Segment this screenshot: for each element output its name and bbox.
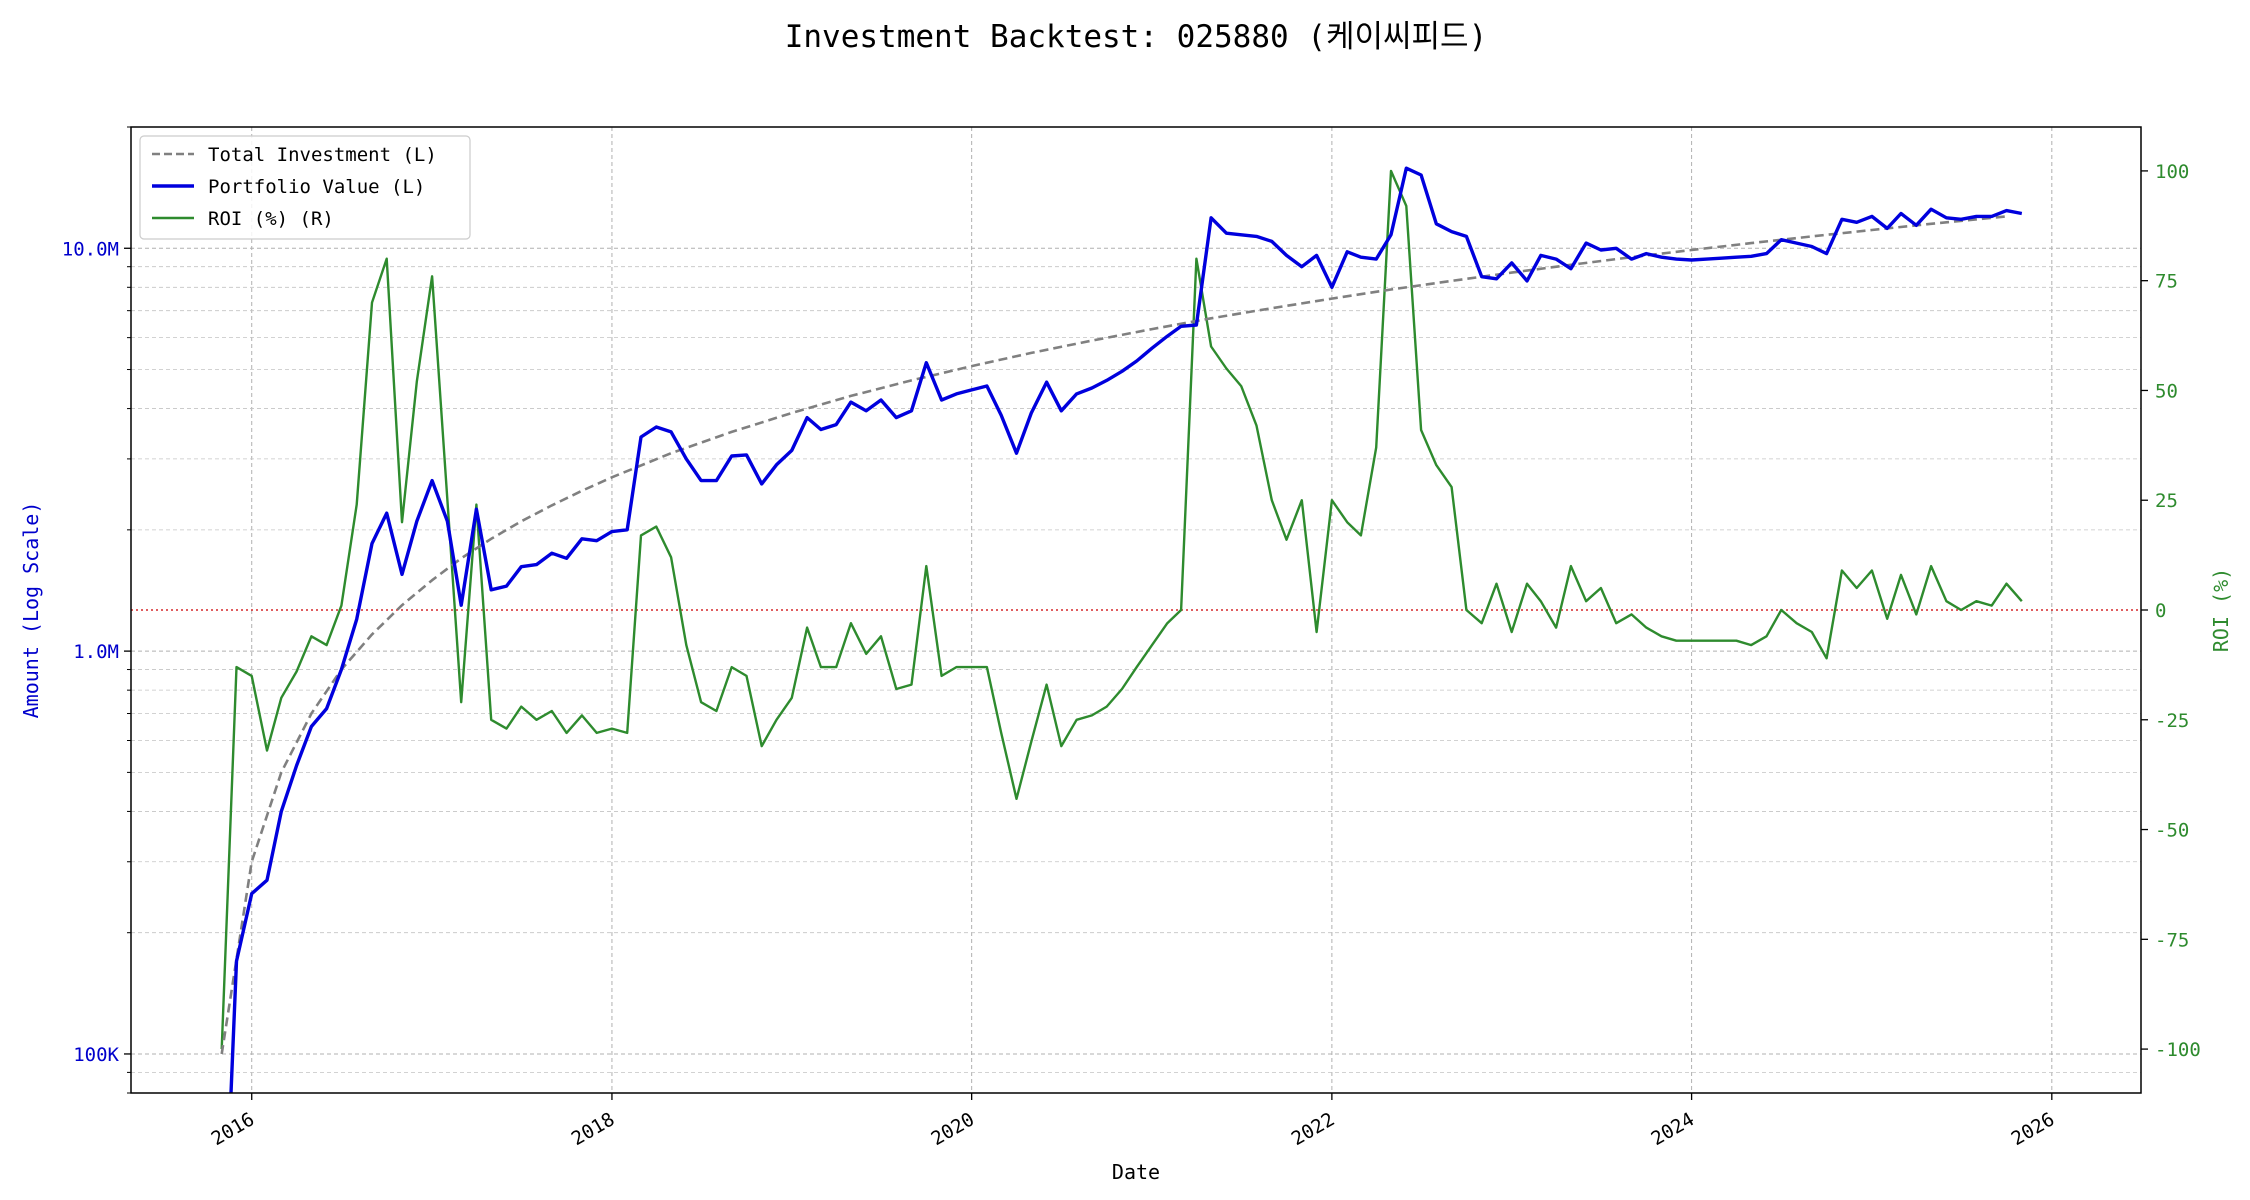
- legend-box: [139, 135, 471, 240]
- y-left-tick-label: 100K: [73, 1044, 119, 1066]
- y-axis-left-label: Amount (Log Scale): [19, 502, 43, 719]
- legend: Total Investment (L) Portfolio Value (L) R…: [139, 135, 471, 240]
- series-layer: [220, 166, 2023, 1094]
- legend-label: Portfolio Value (L): [208, 176, 425, 198]
- y-right-tick-label: 25: [2155, 490, 2178, 512]
- legend-item-roi: ROI (%) (R): [152, 208, 334, 230]
- legend-label: Total Investment (L): [208, 144, 437, 166]
- portfolio-value-line: [229, 166, 2023, 1094]
- grid: [131, 126, 2141, 1094]
- legend-item-portfolio-value: Portfolio Value (L): [152, 176, 425, 198]
- chart-title: Investment Backtest: 025880 (케이씨피드): [785, 19, 1488, 55]
- y-right-tick-label: 0: [2155, 600, 2166, 622]
- y-right-tick-label: -100: [2155, 1039, 2201, 1061]
- y-right-tick-label: 100: [2155, 161, 2189, 183]
- y-right-tick-label: -25: [2155, 710, 2189, 732]
- legend-label: ROI (%) (R): [208, 208, 334, 230]
- legend-item-total-investment: Total Investment (L): [152, 144, 437, 166]
- total-investment-line: [220, 215, 2007, 1055]
- y-right-tick-label: -50: [2155, 820, 2189, 842]
- y-axis-right-label: ROI (%): [2209, 568, 2233, 652]
- x-axis-label: Date: [1112, 1160, 1160, 1184]
- y-right-tick-label: 50: [2155, 380, 2178, 402]
- y-right-tick-label: 75: [2155, 271, 2178, 293]
- y-left-tick-label: 10.0M: [62, 238, 119, 260]
- y-left-tick-label: 1.0M: [73, 641, 119, 663]
- roi-line: [220, 169, 2023, 1050]
- y-right-tick-label: -75: [2155, 929, 2189, 951]
